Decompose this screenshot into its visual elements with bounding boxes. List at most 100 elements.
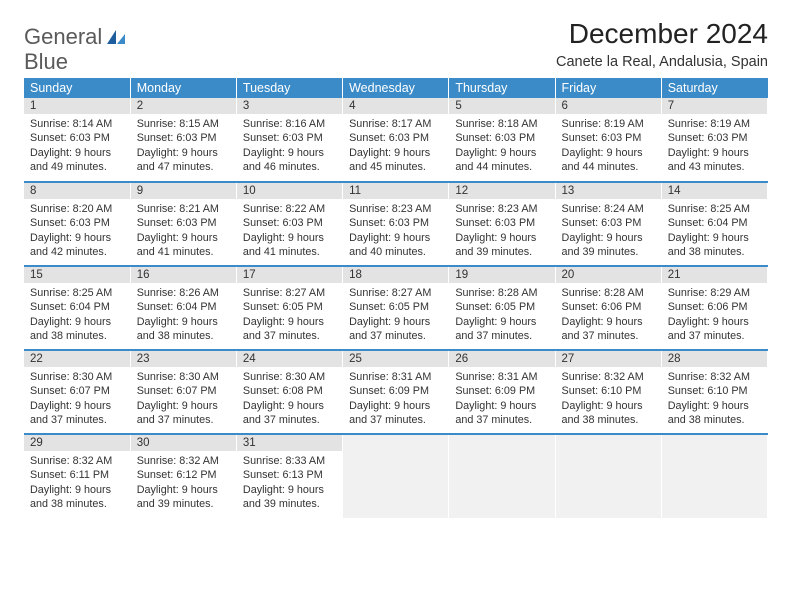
day-number: 28 (662, 351, 767, 367)
day-cell: 18Sunrise: 8:27 AMSunset: 6:05 PMDayligh… (343, 266, 449, 350)
day-body: Sunrise: 8:27 AMSunset: 6:05 PMDaylight:… (237, 283, 342, 347)
day-body: Sunrise: 8:24 AMSunset: 6:03 PMDaylight:… (556, 199, 661, 263)
day-cell: 9Sunrise: 8:21 AMSunset: 6:03 PMDaylight… (130, 182, 236, 266)
day-cell: 21Sunrise: 8:29 AMSunset: 6:06 PMDayligh… (661, 266, 767, 350)
day-body: Sunrise: 8:32 AMSunset: 6:10 PMDaylight:… (662, 367, 767, 431)
weekday-header: Wednesday (343, 78, 449, 98)
day-number: 5 (449, 98, 554, 114)
weekday-header: Tuesday (236, 78, 342, 98)
day-cell: 30Sunrise: 8:32 AMSunset: 6:12 PMDayligh… (130, 434, 236, 518)
day-cell: 19Sunrise: 8:28 AMSunset: 6:05 PMDayligh… (449, 266, 555, 350)
weekday-header-row: SundayMondayTuesdayWednesdayThursdayFrid… (24, 78, 768, 98)
day-number: 4 (343, 98, 448, 114)
day-number: 20 (556, 267, 661, 283)
weekday-header: Thursday (449, 78, 555, 98)
day-body: Sunrise: 8:17 AMSunset: 6:03 PMDaylight:… (343, 114, 448, 178)
day-number: 9 (131, 183, 236, 199)
day-body: Sunrise: 8:27 AMSunset: 6:05 PMDaylight:… (343, 283, 448, 347)
day-body: Sunrise: 8:19 AMSunset: 6:03 PMDaylight:… (556, 114, 661, 178)
day-cell: 2Sunrise: 8:15 AMSunset: 6:03 PMDaylight… (130, 98, 236, 182)
day-number: 27 (556, 351, 661, 367)
day-body: Sunrise: 8:32 AMSunset: 6:10 PMDaylight:… (556, 367, 661, 431)
day-body: Sunrise: 8:25 AMSunset: 6:04 PMDaylight:… (662, 199, 767, 263)
day-body: Sunrise: 8:31 AMSunset: 6:09 PMDaylight:… (449, 367, 554, 431)
day-body: Sunrise: 8:33 AMSunset: 6:13 PMDaylight:… (237, 451, 342, 515)
day-number: 14 (662, 183, 767, 199)
day-cell: 3Sunrise: 8:16 AMSunset: 6:03 PMDaylight… (236, 98, 342, 182)
day-body: Sunrise: 8:21 AMSunset: 6:03 PMDaylight:… (131, 199, 236, 263)
day-number: 7 (662, 98, 767, 114)
day-body: Sunrise: 8:20 AMSunset: 6:03 PMDaylight:… (24, 199, 130, 263)
day-body: Sunrise: 8:25 AMSunset: 6:04 PMDaylight:… (24, 283, 130, 347)
calendar-row: 29Sunrise: 8:32 AMSunset: 6:11 PMDayligh… (24, 434, 768, 518)
calendar-body: 1Sunrise: 8:14 AMSunset: 6:03 PMDaylight… (24, 98, 768, 518)
empty-cell (449, 434, 555, 518)
day-number: 3 (237, 98, 342, 114)
location-text: Canete la Real, Andalusia, Spain (556, 54, 768, 70)
day-body: Sunrise: 8:23 AMSunset: 6:03 PMDaylight:… (343, 199, 448, 263)
day-body: Sunrise: 8:18 AMSunset: 6:03 PMDaylight:… (449, 114, 554, 178)
calendar-page: General Blue December 2024 Canete la Rea… (0, 0, 792, 518)
day-cell: 27Sunrise: 8:32 AMSunset: 6:10 PMDayligh… (555, 350, 661, 434)
day-cell: 12Sunrise: 8:23 AMSunset: 6:03 PMDayligh… (449, 182, 555, 266)
day-body: Sunrise: 8:19 AMSunset: 6:03 PMDaylight:… (662, 114, 767, 178)
weekday-header: Friday (555, 78, 661, 98)
day-body: Sunrise: 8:31 AMSunset: 6:09 PMDaylight:… (343, 367, 448, 431)
day-number: 10 (237, 183, 342, 199)
brand-name-1: General (24, 24, 102, 49)
day-cell: 31Sunrise: 8:33 AMSunset: 6:13 PMDayligh… (236, 434, 342, 518)
day-number: 29 (24, 435, 130, 451)
day-number: 26 (449, 351, 554, 367)
day-cell: 1Sunrise: 8:14 AMSunset: 6:03 PMDaylight… (24, 98, 130, 182)
day-number: 11 (343, 183, 448, 199)
header-row: General Blue December 2024 Canete la Rea… (24, 18, 768, 76)
day-number: 23 (131, 351, 236, 367)
day-cell: 11Sunrise: 8:23 AMSunset: 6:03 PMDayligh… (343, 182, 449, 266)
day-body: Sunrise: 8:23 AMSunset: 6:03 PMDaylight:… (449, 199, 554, 263)
day-cell: 8Sunrise: 8:20 AMSunset: 6:03 PMDaylight… (24, 182, 130, 266)
day-number: 15 (24, 267, 130, 283)
day-number: 17 (237, 267, 342, 283)
day-cell: 24Sunrise: 8:30 AMSunset: 6:08 PMDayligh… (236, 350, 342, 434)
day-number: 1 (24, 98, 130, 114)
day-cell: 25Sunrise: 8:31 AMSunset: 6:09 PMDayligh… (343, 350, 449, 434)
day-cell: 20Sunrise: 8:28 AMSunset: 6:06 PMDayligh… (555, 266, 661, 350)
day-body: Sunrise: 8:16 AMSunset: 6:03 PMDaylight:… (237, 114, 342, 178)
day-number: 31 (237, 435, 342, 451)
day-cell: 4Sunrise: 8:17 AMSunset: 6:03 PMDaylight… (343, 98, 449, 182)
day-body: Sunrise: 8:26 AMSunset: 6:04 PMDaylight:… (131, 283, 236, 347)
weekday-header: Sunday (24, 78, 130, 98)
day-cell: 22Sunrise: 8:30 AMSunset: 6:07 PMDayligh… (24, 350, 130, 434)
day-cell: 17Sunrise: 8:27 AMSunset: 6:05 PMDayligh… (236, 266, 342, 350)
day-cell: 28Sunrise: 8:32 AMSunset: 6:10 PMDayligh… (661, 350, 767, 434)
day-cell: 14Sunrise: 8:25 AMSunset: 6:04 PMDayligh… (661, 182, 767, 266)
day-number: 24 (237, 351, 342, 367)
day-number: 25 (343, 351, 448, 367)
day-number: 13 (556, 183, 661, 199)
day-cell: 5Sunrise: 8:18 AMSunset: 6:03 PMDaylight… (449, 98, 555, 182)
day-body: Sunrise: 8:30 AMSunset: 6:07 PMDaylight:… (131, 367, 236, 431)
day-cell: 15Sunrise: 8:25 AMSunset: 6:04 PMDayligh… (24, 266, 130, 350)
brand-name-2: Blue (24, 49, 68, 74)
day-cell: 10Sunrise: 8:22 AMSunset: 6:03 PMDayligh… (236, 182, 342, 266)
day-body: Sunrise: 8:30 AMSunset: 6:07 PMDaylight:… (24, 367, 130, 431)
day-number: 12 (449, 183, 554, 199)
title-block: December 2024 Canete la Real, Andalusia,… (556, 18, 768, 76)
day-number: 6 (556, 98, 661, 114)
day-cell: 29Sunrise: 8:32 AMSunset: 6:11 PMDayligh… (24, 434, 130, 518)
day-number: 18 (343, 267, 448, 283)
day-cell: 23Sunrise: 8:30 AMSunset: 6:07 PMDayligh… (130, 350, 236, 434)
day-body: Sunrise: 8:15 AMSunset: 6:03 PMDaylight:… (131, 114, 236, 178)
day-number: 19 (449, 267, 554, 283)
day-number: 8 (24, 183, 130, 199)
calendar-table: SundayMondayTuesdayWednesdayThursdayFrid… (24, 78, 768, 518)
calendar-row: 8Sunrise: 8:20 AMSunset: 6:03 PMDaylight… (24, 182, 768, 266)
weekday-header: Saturday (661, 78, 767, 98)
day-body: Sunrise: 8:28 AMSunset: 6:05 PMDaylight:… (449, 283, 554, 347)
day-cell: 6Sunrise: 8:19 AMSunset: 6:03 PMDaylight… (555, 98, 661, 182)
day-cell: 26Sunrise: 8:31 AMSunset: 6:09 PMDayligh… (449, 350, 555, 434)
empty-cell (343, 434, 449, 518)
day-body: Sunrise: 8:28 AMSunset: 6:06 PMDaylight:… (556, 283, 661, 347)
day-body: Sunrise: 8:29 AMSunset: 6:06 PMDaylight:… (662, 283, 767, 347)
day-number: 22 (24, 351, 130, 367)
